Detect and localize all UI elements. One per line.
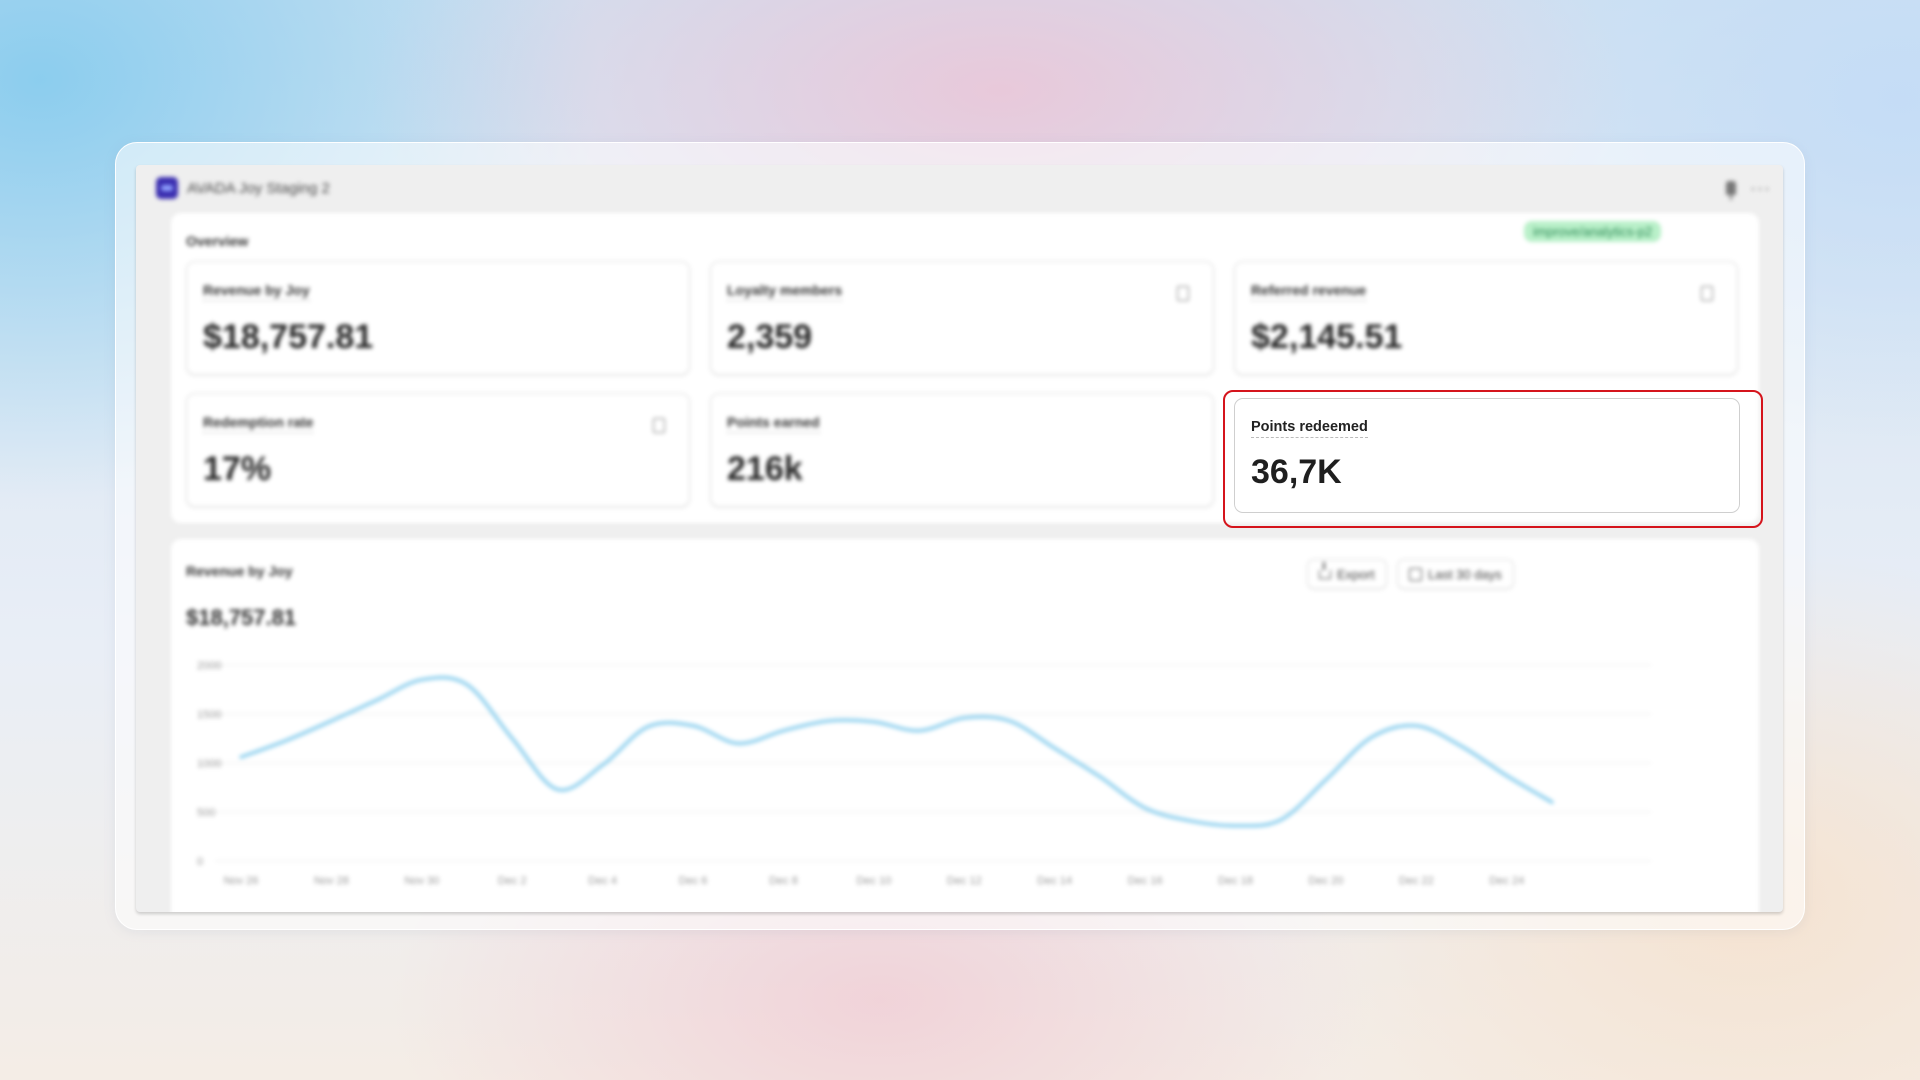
- metric-card-redemption-rate[interactable]: Redemption rate 17%: [186, 393, 690, 507]
- date-range-button[interactable]: Last 30 days: [1397, 559, 1514, 589]
- revenue-line-chart: 0 500 1000 1500 2000 Nov 26 Nov 28 Nov 30 Dec 2 D…: [197, 660, 1651, 887]
- document-icon[interactable]: [653, 418, 665, 433]
- revenue-chart-panel: Revenue by Joy $18,757.81 Export Last 30…: [171, 539, 1759, 912]
- y-tick-label: 1500: [197, 709, 221, 721]
- app-window: AVADA Joy Staging 2 ··· Overview improve…: [136, 165, 1783, 912]
- x-tick-label: Dec 20: [1309, 875, 1344, 887]
- metric-value: $18,757.81: [203, 318, 374, 356]
- blurred-background-content: AVADA Joy Staging 2 ··· Overview improve…: [136, 165, 1783, 912]
- app-title: AVADA Joy Staging 2: [187, 179, 330, 197]
- branch-badge: improve/analytics-p2: [1524, 221, 1662, 242]
- metric-card-revenue-by-joy[interactable]: Revenue by Joy $18,757.81: [186, 261, 690, 375]
- x-tick-label: Dec 2: [498, 875, 527, 887]
- metric-label: Redemption rate: [203, 414, 314, 433]
- document-icon[interactable]: [1177, 286, 1189, 301]
- app-logo-icon: [156, 177, 178, 199]
- y-tick-label: 2000: [197, 660, 221, 672]
- chart-title: Revenue by Joy: [186, 563, 293, 579]
- metric-label: Points redeemed: [1251, 419, 1368, 438]
- x-tick-label: Dec 24: [1489, 875, 1524, 887]
- metric-value: 17%: [203, 450, 272, 488]
- chart-total: $18,757.81: [186, 605, 297, 630]
- x-tick-label: Nov 30: [404, 875, 439, 887]
- x-tick-label: Nov 28: [314, 875, 349, 887]
- highlight-outline: [1223, 390, 1763, 528]
- metric-card-points-redeemed[interactable]: Points redeemed 36,7K: [1234, 398, 1740, 513]
- x-tick-label: Dec 6: [679, 875, 708, 887]
- x-tick-label: Nov 26: [224, 875, 259, 887]
- x-tick-label: Dec 14: [1037, 875, 1072, 887]
- x-tick-label: Dec 4: [588, 875, 617, 887]
- metric-card-loyalty-members[interactable]: Loyalty members 2,359: [710, 261, 1214, 375]
- metric-value: 2,359: [727, 318, 813, 356]
- more-options-icon[interactable]: ···: [1750, 178, 1771, 198]
- export-label: Export: [1337, 566, 1375, 582]
- revenue-series-line: [239, 675, 1554, 828]
- metric-value: 36,7K: [1251, 453, 1342, 491]
- pin-icon[interactable]: [1726, 181, 1737, 200]
- x-tick-label: Dec 12: [947, 875, 982, 887]
- overview-title: Overview: [186, 233, 249, 249]
- x-tick-label: Dec 10: [856, 875, 891, 887]
- date-range-label: Last 30 days: [1428, 566, 1502, 582]
- x-tick-label: Dec 16: [1128, 875, 1163, 887]
- metric-value: 216k: [727, 450, 803, 488]
- y-tick-label: 500: [197, 807, 215, 819]
- title-bar: AVADA Joy Staging 2 ···: [156, 173, 1771, 203]
- x-tick-label: Dec 8: [769, 875, 798, 887]
- metric-card-referred-revenue[interactable]: Referred revenue $2,145.51: [1234, 261, 1738, 375]
- y-tick-label: 1000: [197, 758, 221, 770]
- metric-card-points-earned[interactable]: Points earned 216k: [710, 393, 1214, 507]
- metric-label: Points earned: [727, 414, 820, 433]
- y-tick-label: 0: [197, 856, 203, 868]
- metric-label: Loyalty members: [727, 282, 843, 301]
- x-tick-label: Dec 22: [1399, 875, 1434, 887]
- metric-value: $2,145.51: [1251, 318, 1403, 356]
- calendar-icon: [1409, 567, 1422, 581]
- metric-label: Referred revenue: [1251, 282, 1367, 301]
- x-tick-label: Dec 18: [1218, 875, 1253, 887]
- metric-label: Revenue by Joy: [203, 282, 310, 301]
- export-icon: [1319, 561, 1331, 579]
- overview-panel: Overview improve/analytics-p2 Revenue by…: [171, 213, 1759, 523]
- document-icon[interactable]: [1701, 286, 1713, 301]
- export-button[interactable]: Export: [1307, 559, 1387, 589]
